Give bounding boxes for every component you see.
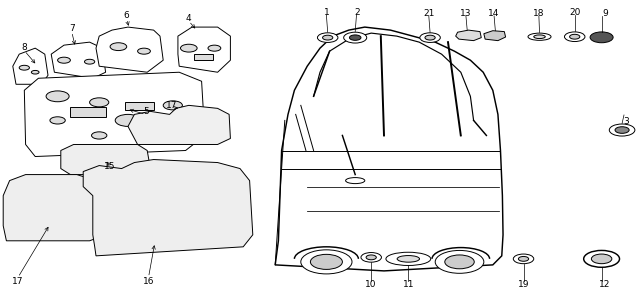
Ellipse shape — [346, 178, 365, 184]
Polygon shape — [24, 72, 205, 157]
Text: 16: 16 — [143, 277, 154, 286]
Circle shape — [564, 32, 585, 42]
Circle shape — [590, 32, 613, 43]
Text: 17: 17 — [12, 277, 24, 286]
Text: 10: 10 — [365, 280, 377, 289]
Circle shape — [615, 127, 629, 133]
Ellipse shape — [386, 252, 431, 265]
Polygon shape — [96, 27, 163, 72]
Polygon shape — [178, 27, 230, 72]
Ellipse shape — [397, 256, 420, 262]
Circle shape — [46, 91, 69, 102]
Bar — [125, 102, 154, 110]
Circle shape — [115, 114, 141, 126]
Circle shape — [19, 65, 29, 70]
Circle shape — [570, 34, 580, 39]
Text: 13: 13 — [460, 9, 472, 18]
Bar — [194, 54, 213, 60]
Circle shape — [208, 45, 221, 51]
Text: 21: 21 — [423, 9, 435, 18]
Text: 3: 3 — [623, 117, 628, 126]
Text: 6: 6 — [124, 11, 129, 20]
Text: 15: 15 — [104, 162, 116, 171]
Text: 18: 18 — [533, 9, 545, 18]
Circle shape — [92, 132, 107, 139]
Circle shape — [518, 256, 529, 261]
Circle shape — [323, 35, 333, 40]
Text: 9: 9 — [602, 9, 607, 18]
Circle shape — [513, 254, 534, 264]
Circle shape — [349, 35, 361, 40]
Circle shape — [163, 101, 182, 110]
Polygon shape — [456, 30, 481, 41]
Polygon shape — [275, 27, 503, 271]
Circle shape — [180, 44, 197, 52]
Circle shape — [90, 98, 109, 107]
Polygon shape — [83, 160, 253, 256]
Text: 8: 8 — [22, 43, 27, 52]
Polygon shape — [484, 31, 506, 41]
Text: 20: 20 — [569, 8, 580, 17]
Circle shape — [609, 124, 635, 136]
Circle shape — [425, 35, 435, 40]
Circle shape — [31, 70, 39, 74]
Text: 12: 12 — [599, 280, 611, 289]
Circle shape — [50, 117, 65, 124]
Circle shape — [591, 254, 612, 264]
Circle shape — [58, 57, 70, 63]
Polygon shape — [51, 42, 106, 78]
Polygon shape — [61, 144, 150, 175]
Text: 11: 11 — [403, 280, 414, 289]
Circle shape — [301, 250, 352, 274]
Circle shape — [361, 253, 381, 262]
Circle shape — [84, 59, 95, 64]
Polygon shape — [13, 48, 48, 84]
Circle shape — [110, 43, 127, 51]
Bar — [70, 107, 106, 117]
Circle shape — [445, 255, 474, 269]
Circle shape — [420, 33, 440, 42]
Circle shape — [435, 250, 484, 273]
Circle shape — [584, 250, 620, 267]
Circle shape — [138, 48, 150, 54]
Text: 2: 2 — [355, 8, 360, 17]
Circle shape — [366, 255, 376, 260]
Text: 5: 5 — [143, 107, 148, 116]
Ellipse shape — [528, 33, 551, 40]
Polygon shape — [3, 175, 109, 241]
Circle shape — [310, 254, 342, 269]
Text: 17: 17 — [166, 101, 177, 110]
Text: 1: 1 — [324, 8, 329, 17]
Circle shape — [344, 32, 367, 43]
Text: 14: 14 — [488, 9, 500, 18]
Text: 4: 4 — [186, 14, 191, 23]
Circle shape — [317, 33, 338, 42]
Ellipse shape — [534, 35, 545, 39]
Text: 19: 19 — [518, 280, 529, 289]
Polygon shape — [128, 105, 230, 144]
Text: 7: 7 — [69, 24, 74, 33]
